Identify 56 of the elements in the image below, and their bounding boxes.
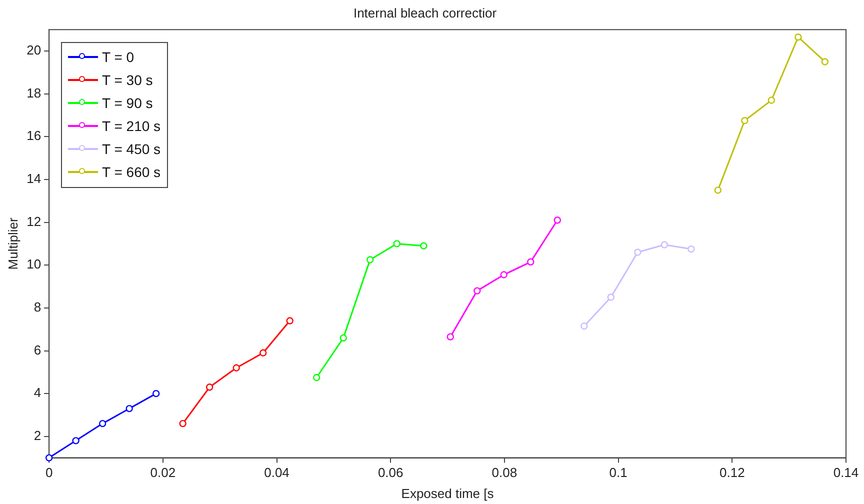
point <box>500 271 508 278</box>
point <box>98 420 106 428</box>
point <box>768 96 776 104</box>
legend-label: T = 90 s <box>102 95 153 112</box>
x-tick-label: 0 <box>45 465 53 480</box>
point <box>446 333 454 340</box>
y-tick-label: 16 <box>26 128 42 144</box>
point <box>286 317 294 324</box>
legend-label: T = 0 <box>102 49 134 66</box>
y-tick-label: 12 <box>26 214 42 229</box>
point <box>366 256 374 264</box>
point <box>126 404 133 412</box>
y-tick-label: 4 <box>34 385 42 400</box>
point <box>393 240 400 248</box>
point <box>714 186 722 194</box>
point <box>554 216 561 224</box>
x-tick-label: 0.02 <box>150 465 176 480</box>
y-tick-label: 8 <box>34 300 42 315</box>
x-tick-label: 0.14 <box>833 465 859 480</box>
x-tick-label: 0.04 <box>264 465 290 480</box>
y-tick-label: 6 <box>34 342 42 358</box>
y-tick-label: 20 <box>26 42 42 58</box>
point <box>474 287 481 294</box>
point <box>580 322 588 330</box>
point <box>741 116 748 124</box>
point <box>179 420 186 428</box>
point <box>527 258 534 266</box>
legend-label: T = 660 s <box>102 164 161 180</box>
point <box>152 390 160 398</box>
x-tick-label: 0.1 <box>609 465 628 480</box>
x-tick-label: 0.06 <box>378 465 404 480</box>
point <box>688 245 695 253</box>
y-tick-label: 2 <box>34 428 42 443</box>
point <box>72 437 80 444</box>
point <box>821 58 829 66</box>
legend-label: T = 30 s <box>102 72 153 88</box>
legend-label: T = 450 s <box>102 141 161 158</box>
x-axis-title: Exposed time [s <box>401 486 494 501</box>
point <box>660 241 668 248</box>
point <box>340 334 347 342</box>
x-tick-label: 0.12 <box>719 465 745 480</box>
y-axis-title: Multiplier <box>5 217 20 270</box>
point <box>206 384 214 391</box>
y-tick-label: 18 <box>26 85 42 100</box>
point <box>259 349 267 356</box>
y-tick-label: 14 <box>26 171 42 186</box>
x-tick-label: 0.08 <box>492 465 518 480</box>
y-tick-label: 10 <box>26 256 42 272</box>
point <box>313 374 320 382</box>
point <box>794 33 802 41</box>
point <box>420 242 428 250</box>
point <box>607 294 615 301</box>
legend-label: T = 210 s <box>102 118 161 134</box>
point <box>232 364 240 372</box>
point <box>634 248 642 256</box>
chart-title: Internal bleach correctior <box>353 5 498 20</box>
